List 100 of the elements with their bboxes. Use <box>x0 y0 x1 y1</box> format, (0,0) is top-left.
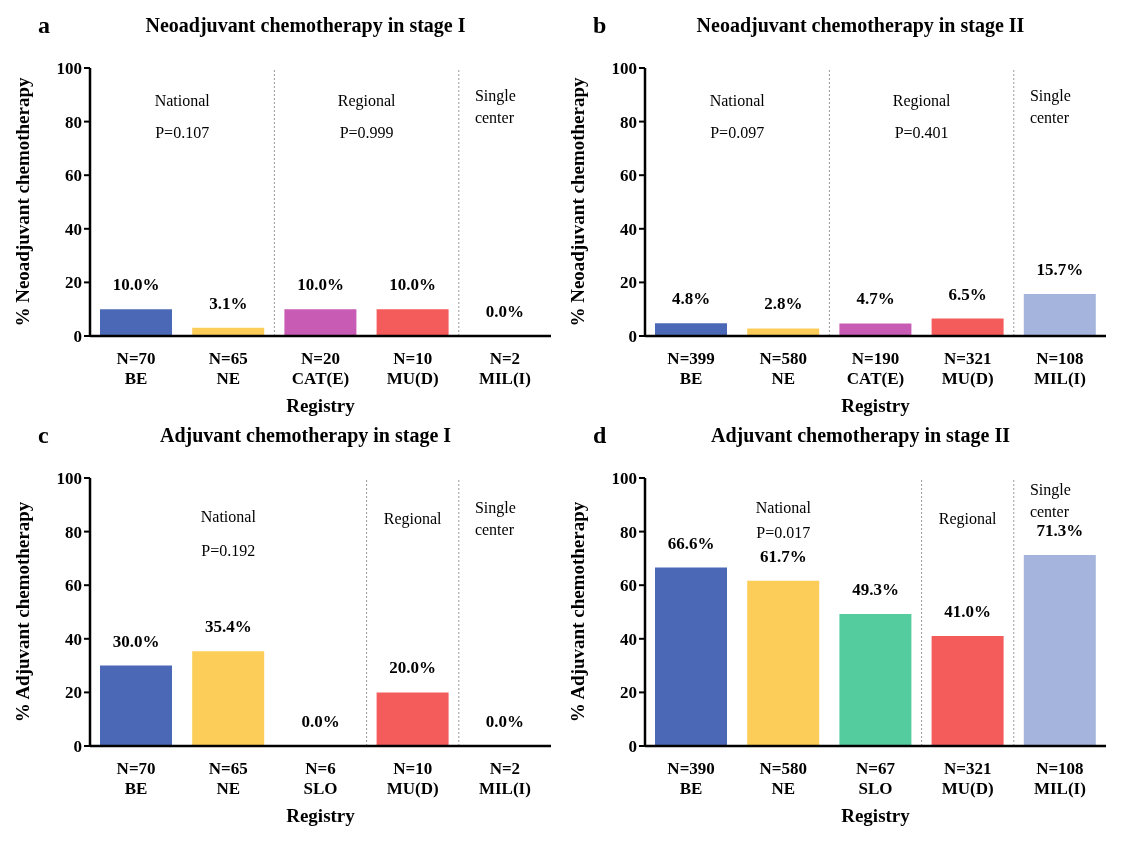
text: c <box>38 422 49 449</box>
x-tick-label: N=580 NE <box>759 759 808 798</box>
y-tick-label: 40 <box>65 219 82 239</box>
annotation: National <box>709 91 765 112</box>
x-axis-title: Registry <box>286 395 356 416</box>
data-label: 0.0% <box>484 712 525 732</box>
data-label: 0.0% <box>484 302 525 322</box>
y-tick-label: 60 <box>620 576 637 596</box>
y-axis-title: % Adjuvant chemotherapy <box>566 501 588 723</box>
annotation: P=0.097 <box>710 123 765 144</box>
bar <box>1023 554 1096 746</box>
annotation: National <box>154 91 210 112</box>
y-axis-title: % Neoadjuvant chemotherapy <box>11 76 33 327</box>
data-label: 20.0% <box>388 658 438 679</box>
x-axis-title: Registry <box>841 805 911 826</box>
bar <box>376 692 449 746</box>
x-tick-label: N=70 BE <box>116 349 156 388</box>
y-tick-label: 60 <box>65 576 82 596</box>
bar <box>747 580 820 746</box>
x-tick-label: N=321 MU(D) <box>941 349 994 388</box>
annotation: P=0.107 <box>155 123 210 144</box>
data-label: 30.0% <box>111 631 161 652</box>
x-tick-label: N=2 MIL(I) <box>478 759 531 798</box>
data-label: 3.1% <box>208 293 249 314</box>
annotation: Single center <box>474 85 517 128</box>
data-label: 4.7% <box>855 289 896 310</box>
chart-title: Neoadjuvant chemotherapy in stage I <box>144 14 467 37</box>
data-label: 49.3% <box>851 579 900 600</box>
y-tick-label: 0 <box>73 327 82 347</box>
x-tick-label: N=20 CAT(E) <box>291 349 350 388</box>
bar <box>931 636 1004 746</box>
data-label: 66.6% <box>666 533 716 554</box>
x-tick-label: N=70 BE <box>116 759 156 798</box>
chart-title: Adjuvant chemotherapy in stage II <box>710 424 1011 447</box>
data-label: 61.7% <box>758 546 808 567</box>
y-tick-label: 40 <box>620 629 637 649</box>
x-tick-label: N=6 SLO <box>303 759 338 798</box>
bar <box>100 665 172 746</box>
y-tick-label: 80 <box>65 112 82 132</box>
annotation: Regional <box>892 91 951 112</box>
x-tick-label: N=67 SLO <box>856 759 896 798</box>
y-tick-label: 100 <box>56 469 82 489</box>
text: a <box>38 12 50 39</box>
annotation: P=0.401 <box>894 123 949 144</box>
annotation: Regional <box>337 91 396 112</box>
annotation: Single center <box>1029 85 1072 128</box>
x-axis-title: Registry <box>841 395 911 416</box>
y-axis-title: % Adjuvant chemotherapy <box>11 501 33 723</box>
data-label: 10.0% <box>111 275 161 296</box>
y-tick-label: 0 <box>628 327 637 347</box>
annotation: Single center <box>474 498 517 541</box>
data-label: 10.0% <box>388 275 438 296</box>
data-label: 10.0% <box>296 275 345 296</box>
y-tick-label: 80 <box>65 522 82 542</box>
annotation: Regional <box>383 509 442 530</box>
annotation: P=0.017 <box>756 522 811 543</box>
data-label: 71.3% <box>1035 520 1085 541</box>
y-tick-label: 100 <box>56 59 82 79</box>
bar <box>655 567 727 746</box>
y-tick-label: 20 <box>620 273 637 293</box>
text: b <box>593 12 607 39</box>
text: d <box>593 422 607 449</box>
chart-title: Neoadjuvant chemotherapy in stage II <box>695 14 1026 37</box>
x-tick-label: N=10 MU(D) <box>386 759 439 798</box>
y-tick-label: 100 <box>611 469 637 489</box>
y-tick-label: 20 <box>65 273 82 293</box>
annotation: Single center <box>1029 479 1072 522</box>
x-tick-label: N=108 MIL(I) <box>1033 759 1086 798</box>
bar <box>192 651 265 746</box>
y-tick-label: 80 <box>620 522 637 542</box>
y-tick-label: 40 <box>620 219 637 239</box>
bar <box>839 613 912 746</box>
chart-title: Adjuvant chemotherapy in stage I <box>158 424 453 447</box>
data-label: 0.0% <box>300 712 341 732</box>
x-tick-label: N=321 MU(D) <box>941 759 994 798</box>
x-tick-label: N=108 MIL(I) <box>1033 349 1086 388</box>
x-tick-label: N=190 CAT(E) <box>846 349 905 388</box>
y-tick-label: 60 <box>620 166 637 186</box>
y-tick-label: 40 <box>65 629 82 649</box>
y-tick-label: 20 <box>620 683 637 703</box>
y-tick-label: 60 <box>65 166 82 186</box>
x-axis-title: Registry <box>286 805 356 826</box>
x-tick-label: N=2 MIL(I) <box>478 349 531 388</box>
annotation: National <box>755 498 811 519</box>
data-label: 35.4% <box>203 617 253 638</box>
annotation: P=0.192 <box>201 541 256 562</box>
data-label: 4.8% <box>670 289 712 310</box>
y-tick-label: 0 <box>73 737 82 757</box>
y-tick-label: 80 <box>620 112 637 132</box>
x-tick-label: N=580 NE <box>759 349 808 388</box>
annotation: National <box>200 506 256 527</box>
x-tick-label: N=65 NE <box>208 759 248 798</box>
annotation: P=0.999 <box>339 123 394 144</box>
data-label: 6.5% <box>947 284 988 305</box>
x-tick-label: N=390 BE <box>667 759 715 798</box>
y-tick-label: 20 <box>65 683 82 703</box>
x-tick-label: N=10 MU(D) <box>386 349 439 388</box>
x-tick-label: N=399 BE <box>667 349 715 388</box>
annotation: Regional <box>938 509 997 530</box>
y-axis-title: % Neoadjuvant chemotherapy <box>566 76 588 327</box>
